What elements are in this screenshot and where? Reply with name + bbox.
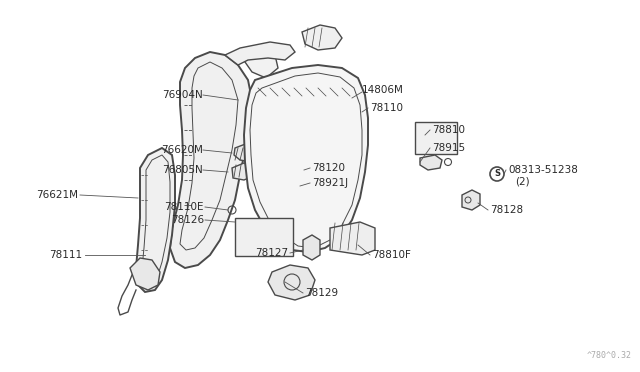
Polygon shape <box>302 25 342 50</box>
Text: 78810: 78810 <box>432 125 465 135</box>
Polygon shape <box>462 190 480 210</box>
Text: 78129: 78129 <box>305 288 338 298</box>
Text: 08313-51238: 08313-51238 <box>508 165 578 175</box>
Text: (2): (2) <box>515 177 530 187</box>
Text: 76621M: 76621M <box>36 190 78 200</box>
Text: 14806M: 14806M <box>362 85 404 95</box>
Polygon shape <box>330 222 375 255</box>
Polygon shape <box>420 155 442 170</box>
Text: 78810F: 78810F <box>372 250 411 260</box>
Text: 76805N: 76805N <box>163 165 203 175</box>
Text: 78110E: 78110E <box>164 202 204 212</box>
Polygon shape <box>245 48 278 78</box>
Polygon shape <box>170 52 252 268</box>
Text: 78120: 78120 <box>312 163 345 173</box>
Text: ^780^0.32: ^780^0.32 <box>587 351 632 360</box>
Text: 78111: 78111 <box>49 250 82 260</box>
Polygon shape <box>130 258 160 290</box>
Text: 78127: 78127 <box>255 248 288 258</box>
Text: 78915: 78915 <box>432 143 465 153</box>
Polygon shape <box>225 42 295 65</box>
Text: 78126: 78126 <box>171 215 204 225</box>
Bar <box>235 218 293 256</box>
Text: S: S <box>494 170 500 179</box>
Text: 78921J: 78921J <box>312 178 348 188</box>
Text: 78128: 78128 <box>490 205 523 215</box>
Bar <box>415 122 457 154</box>
Text: 76620M: 76620M <box>161 145 203 155</box>
Text: 78110: 78110 <box>370 103 403 113</box>
Text: 76904N: 76904N <box>163 90 203 100</box>
Polygon shape <box>303 235 320 260</box>
Polygon shape <box>136 148 175 292</box>
Polygon shape <box>268 265 315 300</box>
Polygon shape <box>244 65 368 252</box>
Polygon shape <box>232 163 253 180</box>
Polygon shape <box>234 143 260 162</box>
